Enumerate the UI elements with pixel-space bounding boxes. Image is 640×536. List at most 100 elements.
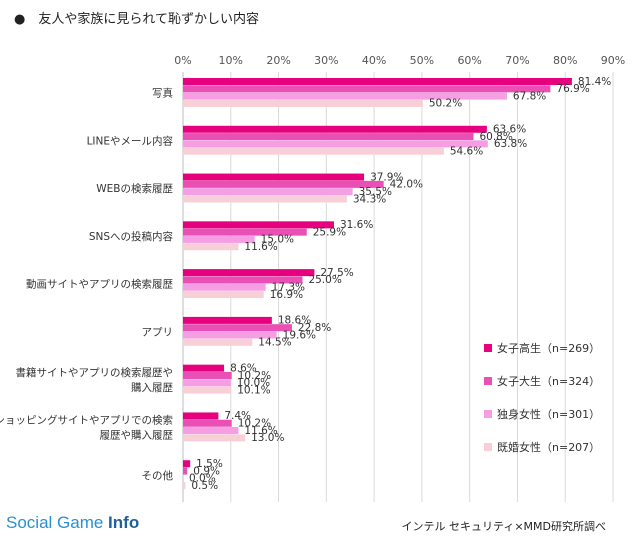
- data-label: 0.9%: [193, 465, 220, 477]
- data-label: 18.6%: [278, 315, 311, 327]
- bar: [183, 243, 239, 251]
- bar: [183, 228, 307, 236]
- data-label: 11.6%: [244, 425, 277, 437]
- data-label: 1.5%: [196, 458, 223, 470]
- bar: [183, 133, 474, 141]
- bar: [183, 221, 334, 229]
- x-tick-label: 80%: [553, 54, 577, 67]
- bar: [183, 125, 487, 133]
- bar: [183, 276, 303, 284]
- legend-label: 女子大生（n=324）: [497, 374, 600, 388]
- x-tick-label: 50%: [410, 54, 434, 67]
- data-label: 10.0%: [237, 377, 270, 389]
- data-label: 22.8%: [298, 322, 331, 334]
- data-label: 16.9%: [270, 289, 303, 301]
- bar: [183, 78, 572, 85]
- category-label: WEBの検索履歴: [96, 182, 173, 195]
- data-label: 27.5%: [320, 267, 353, 279]
- bar: [183, 412, 219, 420]
- bar: [183, 283, 266, 291]
- legend-label: 女子高生（n=269）: [497, 341, 600, 355]
- data-label: 63.6%: [493, 124, 526, 136]
- legend-swatch: [484, 410, 492, 418]
- bar: [183, 338, 253, 346]
- legend-swatch: [484, 443, 492, 451]
- chart-title: ● 友人や家族に見られて恥ずかしい内容: [14, 12, 259, 27]
- data-label: 7.4%: [224, 410, 251, 422]
- bar: [183, 235, 255, 243]
- bar: [183, 291, 264, 299]
- bar: [183, 85, 551, 93]
- data-label: 0.5%: [191, 480, 218, 492]
- logo-text-2: Info: [108, 513, 140, 532]
- data-label: 15.0%: [261, 234, 294, 246]
- bar: [183, 434, 246, 442]
- x-tick-label: 90%: [601, 54, 625, 67]
- data-label: 10.1%: [237, 384, 270, 396]
- bar: [183, 188, 353, 196]
- bar: [183, 324, 292, 332]
- data-label: 60.8%: [479, 131, 512, 143]
- category-label: アプリ: [142, 326, 174, 338]
- x-tick-label: 0%: [174, 54, 191, 67]
- data-label: 25.9%: [313, 226, 346, 238]
- bar: [183, 173, 365, 181]
- legend-label: 独身女性（n=301）: [497, 407, 600, 421]
- category-label: その他: [142, 469, 174, 482]
- bar: [183, 364, 225, 372]
- site-logo: Social Game Info: [6, 513, 139, 533]
- data-label: 42.0%: [390, 179, 423, 191]
- bar: [183, 195, 347, 203]
- x-tick-label: 10%: [219, 54, 243, 67]
- category-label: ショッピングサイトやアプリでの検索: [0, 414, 173, 427]
- bar: [183, 92, 507, 100]
- data-label: 10.2%: [238, 418, 271, 430]
- bar: [183, 316, 272, 324]
- bar: [183, 331, 277, 339]
- bar: [183, 147, 444, 155]
- category-label: 履歴や購入履歴: [100, 429, 174, 442]
- data-label: 81.4%: [578, 76, 611, 88]
- bar: [183, 386, 232, 394]
- bar: [183, 180, 384, 188]
- data-label: 14.5%: [258, 337, 291, 349]
- data-label: 31.6%: [340, 219, 373, 231]
- data-label: 37.9%: [370, 171, 403, 183]
- data-label: 63.8%: [494, 138, 527, 150]
- legend-swatch: [484, 377, 492, 385]
- data-label: 67.8%: [513, 90, 546, 102]
- legend-label: 既婚女性（n=207）: [497, 440, 600, 454]
- x-tick-label: 70%: [505, 54, 529, 67]
- bar: [183, 482, 186, 490]
- data-label: 19.6%: [283, 329, 316, 341]
- category-label: 動画サイトやアプリの検索履歴: [26, 278, 173, 291]
- bar: [183, 269, 315, 277]
- data-label: 17.3%: [272, 282, 305, 294]
- data-label: 34.3%: [353, 193, 386, 205]
- bar: [183, 99, 423, 107]
- category-label: 購入履歴: [131, 381, 173, 394]
- data-label: 25.0%: [308, 274, 341, 286]
- category-label: SNSへの投稿内容: [89, 230, 174, 243]
- data-label: 11.6%: [244, 241, 277, 253]
- x-tick-label: 30%: [314, 54, 338, 67]
- data-label: 76.9%: [556, 83, 589, 95]
- bar: [183, 371, 232, 379]
- source-credit: インテル セキュリティ×MMD研究所調べ: [401, 520, 606, 533]
- logo-text-1: Social Game: [6, 513, 109, 532]
- data-label: 54.6%: [450, 145, 483, 157]
- data-label: 13.0%: [251, 432, 284, 444]
- category-label: 書籍サイトやアプリの検索履歴や: [16, 366, 174, 379]
- bar: [183, 140, 488, 148]
- bar: [183, 379, 231, 387]
- bar: [183, 427, 239, 435]
- legend-swatch: [484, 344, 492, 352]
- x-tick-label: 20%: [266, 54, 290, 67]
- bar: [183, 467, 188, 475]
- bar: [183, 460, 191, 468]
- category-label: LINEやメール内容: [87, 134, 174, 147]
- data-label: 50.2%: [429, 98, 462, 110]
- category-label: 写真: [152, 87, 173, 100]
- x-tick-label: 60%: [457, 54, 481, 67]
